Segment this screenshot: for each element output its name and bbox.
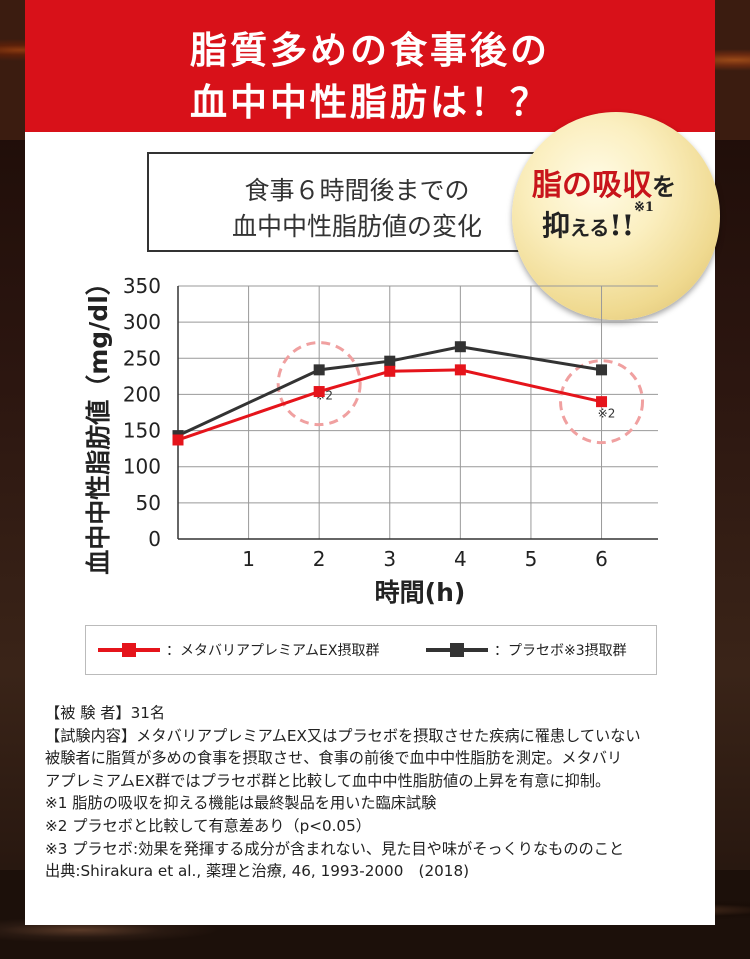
footnote-line: ※1 脂肪の吸収を抑える機能は最終製品を用いた臨床試験 <box>45 794 437 813</box>
data-point-0 <box>596 396 608 408</box>
y-tick-label: 150 <box>123 419 161 443</box>
x-tick-label: 4 <box>454 547 467 571</box>
footnote-line: ※2 プラセボと比較して有意差あり（p<0.05） <box>45 816 371 835</box>
data-point-1 <box>596 364 608 376</box>
y-axis-label: 血中中性脂肪値（mg/dl） <box>84 270 113 575</box>
data-point-0 <box>313 386 325 398</box>
data-point-0 <box>384 365 396 377</box>
legend-label-placebo: ：プラセボ※3摂取群 <box>494 643 627 659</box>
x-tick-label: 5 <box>525 547 538 571</box>
footnote-line: 【被 験 者】31名 <box>45 704 166 722</box>
badge-text-part2: 抑 <box>542 209 571 242</box>
footnote-line: ※3 プラセボ:効果を発揮する成分が含まれない、見た目や味がそっくりなもののこと <box>45 839 625 858</box>
badge-text-particle: を <box>652 172 676 201</box>
y-tick-label: 0 <box>148 527 161 551</box>
legend-label-metabarrier: ：メタバリアプレミアムEX摂取群 <box>166 643 380 659</box>
significance-circle <box>559 359 645 445</box>
x-axis-label: 時間(h) <box>375 578 466 607</box>
header-banner: 脂質多めの食事後の 血中中性脂肪は！？ <box>25 0 715 132</box>
line-chart: 0 50 100 150 200 250 300 350 1 2 3 4 5 6 時間(h) 血中中性脂肪値（… <box>84 270 658 607</box>
significance-label: ※2 <box>598 407 616 421</box>
chart-title-line1: 食事６時間後までの <box>244 176 470 205</box>
footnotes: 【被 験 者】31名 【試験内容】メタバリアプレミアムEX又はプラセボを摂取させ… <box>45 702 705 883</box>
footnote-line: アプレミアムEX群ではプラセボ群と比較して血中中性脂肪値の上昇を有意に抑制。 <box>45 771 611 790</box>
legend-swatch-metabarrier <box>98 643 160 657</box>
chart-title-box: 食事６時間後までの 血中中性脂肪値の変化 <box>147 152 567 252</box>
data-point-0 <box>454 364 466 376</box>
data-point-1 <box>384 355 396 367</box>
x-tick-label: 3 <box>383 547 396 571</box>
x-tick-label: 1 <box>242 547 255 571</box>
x-tick-label: 2 <box>313 547 326 571</box>
data-point-1 <box>313 364 325 376</box>
y-tick-label: 250 <box>123 346 161 370</box>
header-title-line1: 脂質多めの食事後の <box>190 29 550 72</box>
footnote-line: 出典:Shirakura et al., 薬理と治療, 46, 1993-200… <box>45 862 470 881</box>
header-title-line2: 血中中性脂肪は！？ <box>190 81 550 124</box>
badge-text-exclaim: !! <box>609 209 635 242</box>
footnote-line: 【試験内容】メタバリアプレミアムEX又はプラセボを摂取させた疾病に罹患していない <box>45 726 641 745</box>
legend-swatch-placebo <box>426 643 488 657</box>
data-point-1 <box>454 341 466 353</box>
y-tick-label: 50 <box>136 491 161 515</box>
badge-line2: 抑える!!※1 <box>542 200 654 244</box>
y-tick-label: 350 <box>123 274 161 298</box>
significance-circle <box>276 341 362 427</box>
y-tick-label: 200 <box>123 382 161 406</box>
badge-text-part2-small: える <box>570 216 610 240</box>
x-tick-label: 6 <box>595 547 608 571</box>
data-point-0 <box>172 434 184 446</box>
y-tick-label: 300 <box>123 310 161 334</box>
badge-note: ※1 <box>634 200 654 215</box>
legend-item-metabarrier: ：メタバリアプレミアムEX摂取群 <box>98 626 379 674</box>
badge-text-part1: 脂の吸収 <box>532 168 652 203</box>
legend-item-placebo: ：プラセボ※3摂取群 <box>426 626 627 674</box>
chart-title-line2: 血中中性脂肪値の変化 <box>231 212 482 241</box>
badge-line1: 脂の吸収を <box>532 160 707 204</box>
chart-legend: ：メタバリアプレミアムEX摂取群 ：プラセボ※3摂取群 <box>85 625 657 675</box>
badge-circle: 脂の吸収を 抑える!!※1 <box>512 112 720 320</box>
footnote-line: 被験者に脂質が多めの食事を摂取させ、食事の前後で血中中性脂肪を測定。メタバリ <box>45 749 623 768</box>
y-tick-label: 100 <box>123 455 161 479</box>
